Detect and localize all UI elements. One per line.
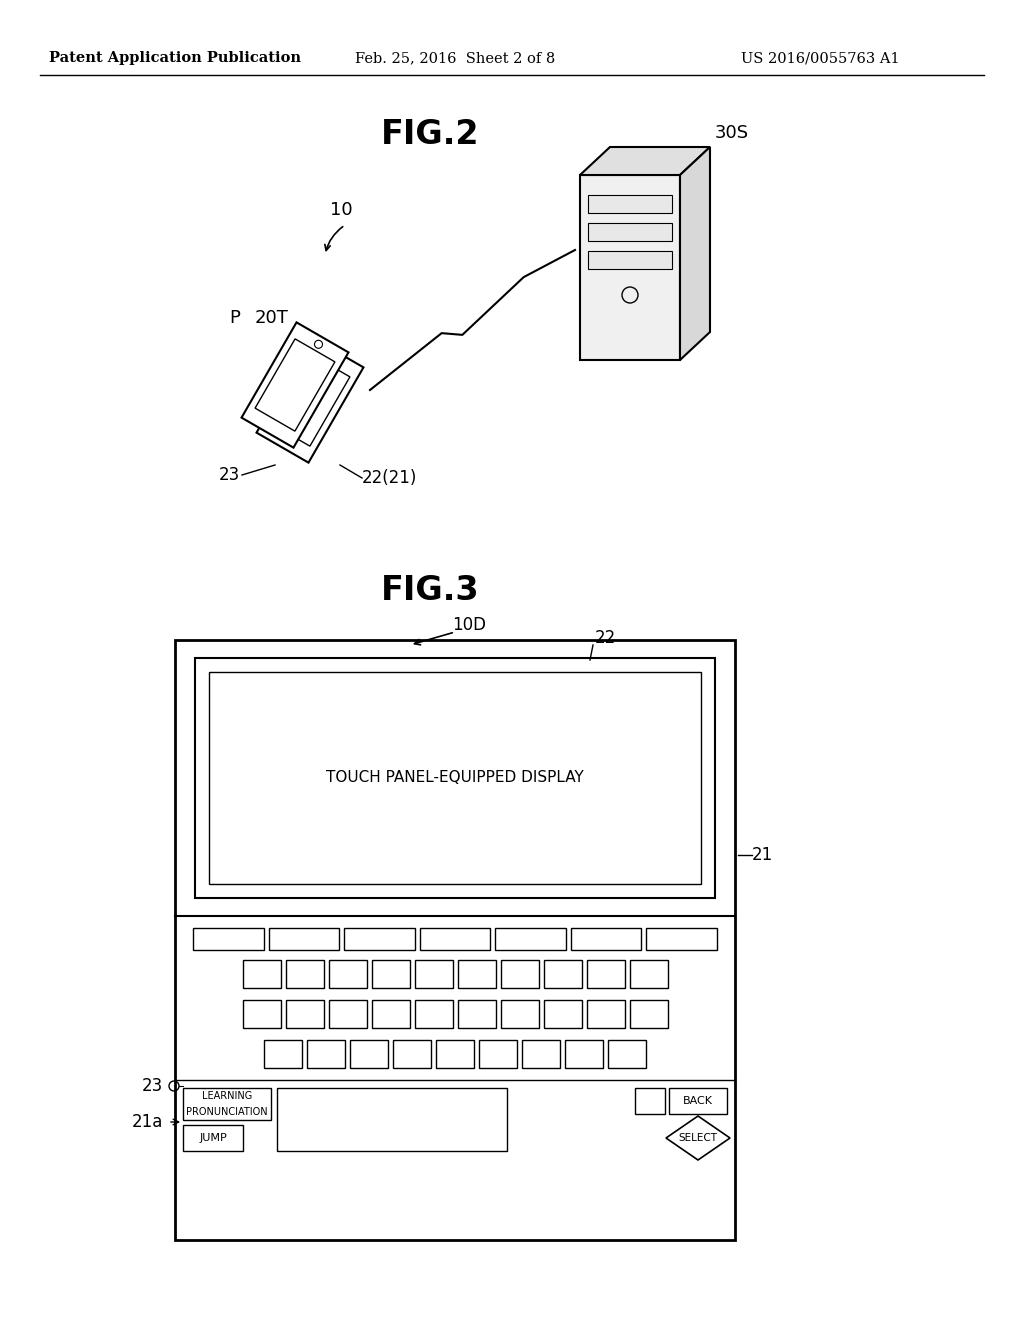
Text: 10D: 10D	[452, 616, 486, 634]
Bar	[608, 1040, 646, 1068]
Text: TOUCH PANEL-EQUIPPED DISPLAY: TOUCH PANEL-EQUIPPED DISPLAY	[326, 771, 584, 785]
Text: 22(21): 22(21)	[362, 469, 418, 487]
Text: LEARNING: LEARNING	[202, 1092, 252, 1101]
Bar	[183, 1088, 271, 1119]
Bar	[278, 1088, 507, 1151]
Bar	[329, 960, 367, 987]
Bar	[344, 928, 415, 950]
Bar	[372, 1001, 410, 1028]
Text: P: P	[229, 309, 241, 327]
Text: 21: 21	[752, 846, 773, 865]
Bar	[372, 960, 410, 987]
Polygon shape	[580, 176, 680, 360]
Bar	[307, 1040, 345, 1068]
Text: Patent Application Publication: Patent Application Publication	[49, 51, 301, 65]
Bar	[329, 1001, 367, 1028]
Bar	[587, 960, 625, 987]
Text: FIG.2: FIG.2	[381, 119, 479, 152]
Text: SELECT: SELECT	[679, 1133, 718, 1143]
Bar	[544, 1001, 582, 1028]
Bar	[415, 960, 453, 987]
Text: PRONUNCIATION: PRONUNCIATION	[186, 1107, 268, 1117]
Bar	[570, 928, 641, 950]
Text: JUMP: JUMP	[199, 1133, 227, 1143]
Text: 23: 23	[141, 1077, 163, 1096]
Bar	[501, 960, 539, 987]
Bar	[264, 1040, 302, 1068]
Bar	[588, 195, 672, 213]
Bar	[646, 928, 717, 950]
Bar	[415, 1001, 453, 1028]
Bar	[286, 960, 324, 987]
Bar	[420, 928, 490, 950]
Bar	[587, 1001, 625, 1028]
Bar	[630, 960, 668, 987]
Bar	[393, 1040, 431, 1068]
Bar	[544, 960, 582, 987]
Text: 22: 22	[595, 630, 616, 647]
Bar	[195, 657, 715, 898]
Polygon shape	[242, 322, 348, 447]
Text: 10: 10	[330, 201, 352, 219]
Text: 23: 23	[219, 466, 240, 484]
Text: FIG.3: FIG.3	[381, 573, 479, 606]
Bar	[175, 640, 735, 1239]
Bar	[193, 928, 263, 950]
Bar	[501, 1001, 539, 1028]
Bar	[565, 1040, 603, 1068]
Bar	[209, 672, 701, 884]
Bar	[243, 1001, 281, 1028]
Text: 20T: 20T	[255, 309, 289, 327]
Bar	[630, 1001, 668, 1028]
Text: 30S: 30S	[715, 124, 750, 143]
Text: Feb. 25, 2016  Sheet 2 of 8: Feb. 25, 2016 Sheet 2 of 8	[355, 51, 555, 65]
Bar	[522, 1040, 560, 1068]
Bar	[268, 928, 339, 950]
Bar	[635, 1088, 665, 1114]
Bar	[669, 1088, 727, 1114]
Bar	[588, 251, 672, 269]
Text: US 2016/0055763 A1: US 2016/0055763 A1	[740, 51, 899, 65]
Bar	[458, 960, 496, 987]
Bar	[243, 960, 281, 987]
Bar	[458, 1001, 496, 1028]
Bar	[436, 1040, 474, 1068]
Bar	[183, 1125, 243, 1151]
Bar	[350, 1040, 388, 1068]
Bar	[588, 223, 672, 242]
Bar	[496, 928, 566, 950]
Polygon shape	[580, 147, 710, 176]
Polygon shape	[257, 338, 364, 462]
Text: 21a: 21a	[132, 1113, 163, 1131]
Text: BACK: BACK	[683, 1096, 713, 1106]
Bar	[479, 1040, 517, 1068]
Bar	[286, 1001, 324, 1028]
Polygon shape	[680, 147, 710, 360]
